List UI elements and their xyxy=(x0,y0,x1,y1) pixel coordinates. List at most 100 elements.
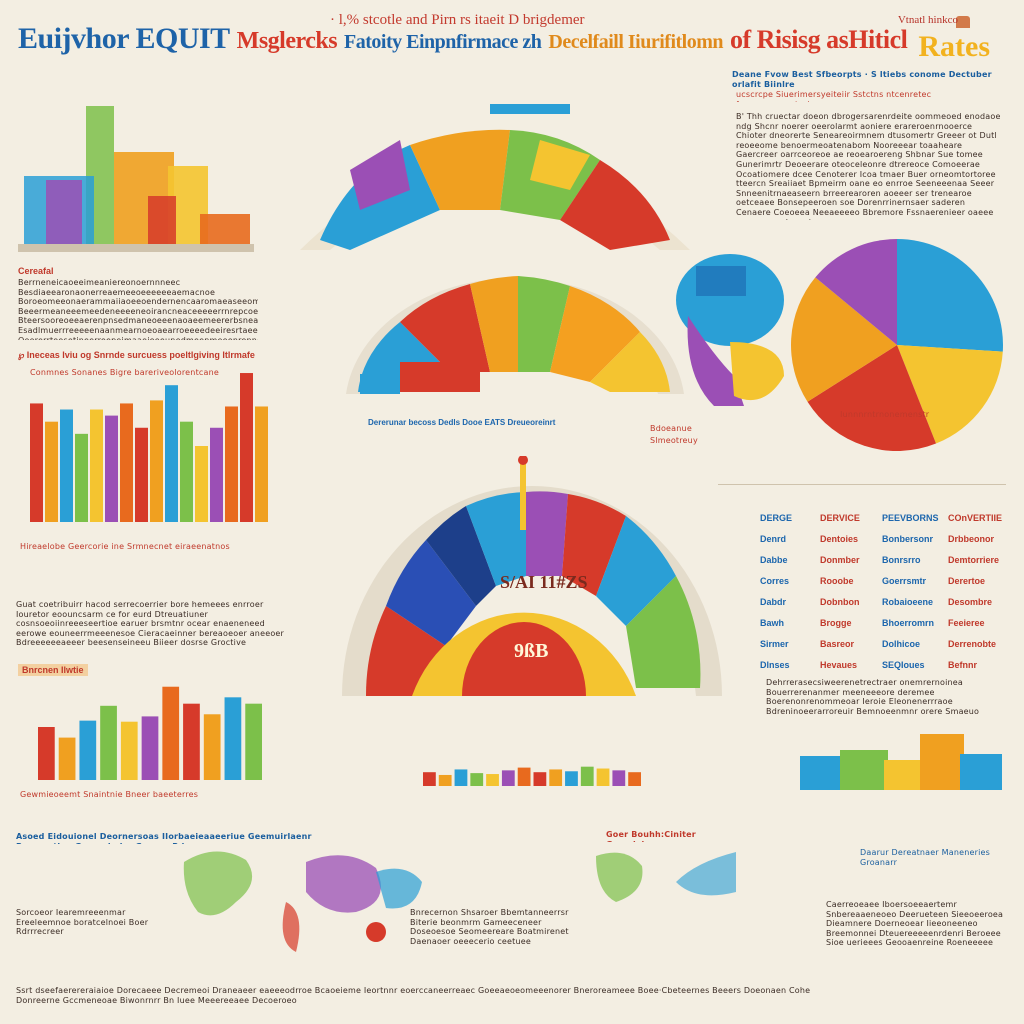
gauge-segment xyxy=(550,286,640,382)
bar xyxy=(533,772,547,786)
block-bar xyxy=(840,750,888,790)
pie-slice xyxy=(815,239,897,345)
block-base xyxy=(18,244,254,252)
bar xyxy=(224,697,242,780)
bottom-caption-right: Goer Bouhh:Ciniter Gaondal xyxy=(606,830,696,842)
bar xyxy=(120,403,133,522)
table-top-rule xyxy=(718,484,1006,485)
table-cell: Dentoies xyxy=(820,534,859,544)
world-map-graphic xyxy=(183,851,736,952)
bar xyxy=(423,772,436,786)
bar xyxy=(120,721,138,780)
bottom-caption-far-right: Daarur Dereatnaer Maneneries Groanarr xyxy=(860,848,991,867)
table-cell: Bonbersonr xyxy=(882,534,934,544)
bar xyxy=(183,703,200,780)
bottom-left-caption: Gewmieoeemt Snaintnie Bneer baeeterres xyxy=(20,790,199,799)
bar xyxy=(470,773,484,786)
bar xyxy=(141,716,159,780)
top-right-subheading: ucscrcpe Siuerimersyeiteiir Sstctns ntce… xyxy=(736,90,932,102)
bar xyxy=(162,686,180,780)
right-head-graphic xyxy=(676,254,784,406)
bar xyxy=(210,427,223,522)
gauge-segment xyxy=(518,276,570,372)
bar xyxy=(195,446,208,522)
table-cell: SEQIoues xyxy=(882,660,925,670)
bar xyxy=(58,737,76,780)
stacked-blocks-chart xyxy=(18,106,254,252)
bar xyxy=(501,770,515,786)
block-bar xyxy=(46,180,82,246)
bar xyxy=(580,766,594,786)
table-cell: Desombre xyxy=(948,597,993,607)
table-cell: Rooobe xyxy=(820,576,854,586)
gauge-segment xyxy=(386,540,476,646)
gauge-segment xyxy=(590,332,670,392)
top-dome-graphic xyxy=(300,104,690,250)
left-bar-chart xyxy=(30,373,268,522)
dome-segment xyxy=(560,160,670,250)
bottom-text-right: Caerreoeaee Iboersoeeaertemr Snbereaaene… xyxy=(826,900,1004,948)
table-cell: Goerrsmtr xyxy=(882,576,927,586)
bar xyxy=(517,767,531,786)
title-part-5: of Risisg asHiticl xyxy=(730,25,908,54)
block-bar xyxy=(960,754,1002,790)
left-body-2: Guat coetribuirr hacod serrecoerrier bor… xyxy=(16,600,285,648)
table-col-3: PEEVBORNS Bonbersonr Bonrsrro Goerrsmtr … xyxy=(882,508,939,676)
title-part-1: Euijvhor EQUIT xyxy=(18,22,230,55)
corner-badge-icon xyxy=(956,16,970,28)
bar xyxy=(596,768,610,786)
bar xyxy=(240,373,253,522)
bar xyxy=(105,415,118,522)
pie-slice xyxy=(807,345,937,451)
gauge-segment xyxy=(626,576,701,688)
table-cell: Dabdr xyxy=(760,597,787,607)
left-section-heading-2: ℘ Ineceas Iviu og Snrnde surcuess poeltl… xyxy=(18,350,255,360)
table-header: PEEVBORNS xyxy=(882,513,939,523)
top-right-heading: Deane Fvow Best Sfbeorpts · S ltiebs con… xyxy=(732,70,992,89)
table-cell: Dabbe xyxy=(760,555,788,565)
table-cell: Befnnr xyxy=(948,660,977,670)
bar xyxy=(438,774,452,786)
gauge-inner-value: S/AI 11#ZS xyxy=(500,572,588,592)
bar xyxy=(225,406,238,522)
table-header: DERGE xyxy=(760,513,793,523)
pie-label: Iunnnrntrnonemenstr xyxy=(840,410,930,419)
table-cell: Sirmer xyxy=(760,639,789,649)
right-pie-chart xyxy=(791,239,1003,451)
bar xyxy=(79,720,97,780)
table-cell: Demtorriere xyxy=(948,555,1000,565)
right-blocks-chart xyxy=(800,734,1002,790)
bottom-left-bar-chart xyxy=(38,686,262,780)
center-big-gauge xyxy=(342,456,722,696)
bar xyxy=(100,705,117,780)
pie-slice xyxy=(897,345,1003,444)
left-section-body: Berrneneicaoeeimeaniereonoernnneec Besdi… xyxy=(18,278,258,340)
dome-segment xyxy=(410,129,510,210)
block-bar xyxy=(800,756,844,790)
dome-tag xyxy=(490,104,570,114)
bar xyxy=(486,774,499,786)
table-cell: Denrd xyxy=(760,534,787,544)
gauge-pin xyxy=(518,456,528,465)
table-cell: Dobnbon xyxy=(820,597,860,607)
bar xyxy=(38,727,55,780)
bar xyxy=(75,433,88,522)
bar xyxy=(60,409,73,522)
bar xyxy=(165,385,178,522)
table-cell: Dlnses xyxy=(760,660,790,670)
gauge-segment xyxy=(470,276,518,372)
chart-caption-bottom: Hireaelobe Geercorie ine Srmnecnet eirae… xyxy=(20,542,230,551)
bar xyxy=(150,400,163,522)
table-col-2: DERVICE Dentoies Donmber Rooobe Dobnbon … xyxy=(820,508,860,676)
gauge-segment xyxy=(526,491,568,576)
gauge-segment xyxy=(400,284,490,372)
table-cell: Bawh xyxy=(760,618,785,628)
corner-tag: Vtnatl hinkco xyxy=(897,14,958,26)
pie-label: Slmeotreuy xyxy=(650,436,698,445)
title-part-3: Fatoity Einpnfirmace zh xyxy=(344,31,542,53)
center-caption: Dererunar becoss Dedls Dooe EATS Dreueor… xyxy=(368,418,558,427)
bar xyxy=(628,772,641,786)
table-cell: Drbbeonor xyxy=(948,534,994,544)
table-header: DERVICE xyxy=(820,513,860,523)
gauge-needle xyxy=(520,460,526,530)
